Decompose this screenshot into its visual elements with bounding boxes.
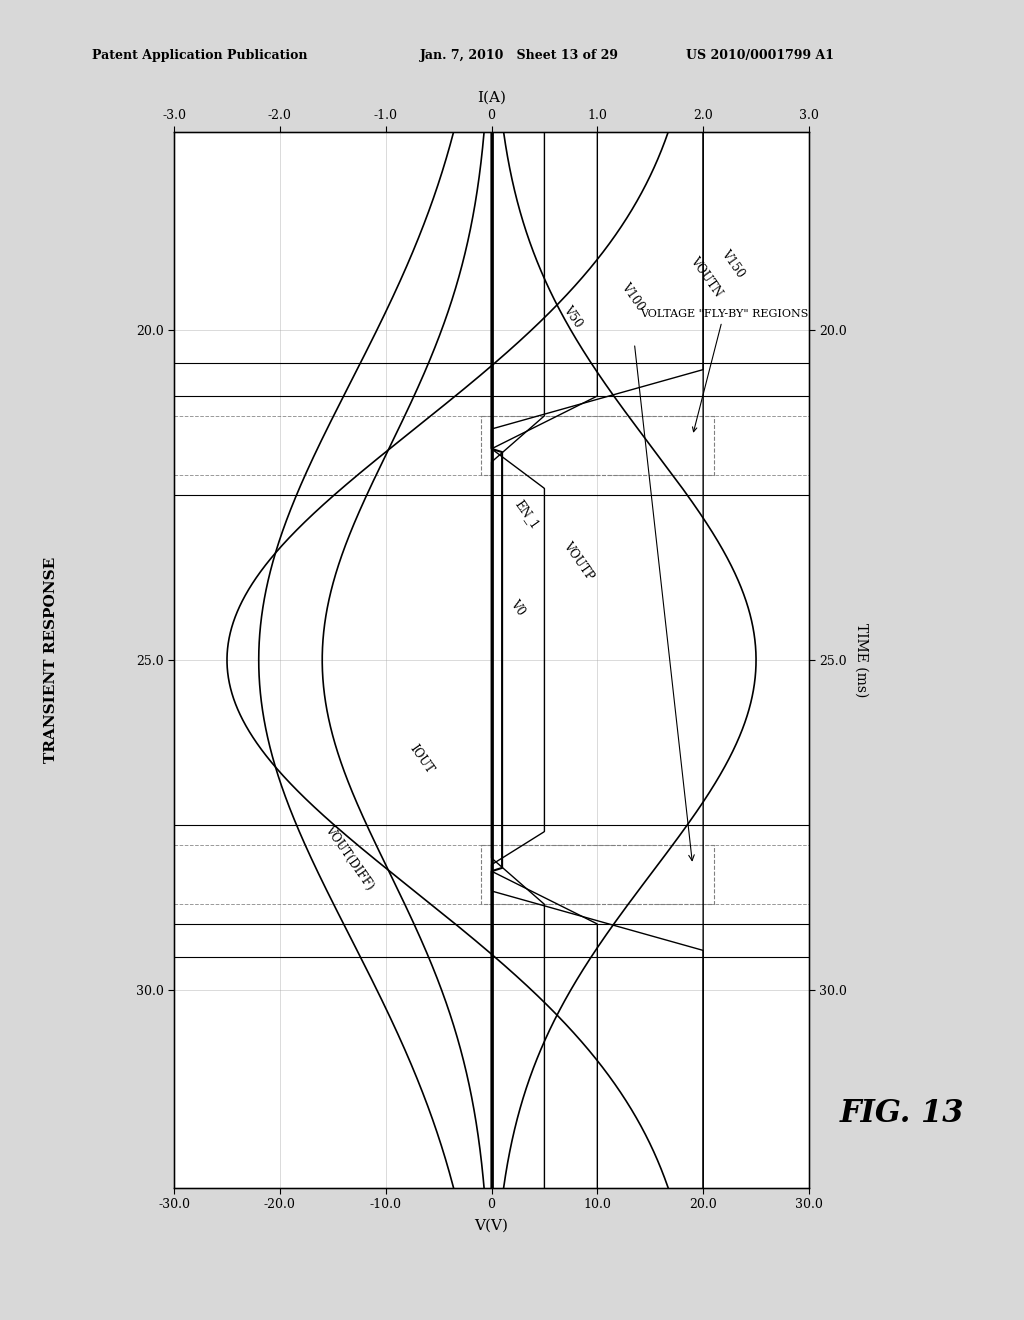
Text: V100: V100 — [618, 281, 647, 313]
Text: V0: V0 — [508, 597, 527, 618]
Text: FIG. 13: FIG. 13 — [840, 1098, 965, 1129]
Text: Patent Application Publication: Patent Application Publication — [92, 49, 307, 62]
Text: VOLTAGE "FLY-BY" REGIONS: VOLTAGE "FLY-BY" REGIONS — [640, 309, 808, 432]
Text: V150: V150 — [719, 248, 748, 280]
Text: TRANSIENT RESPONSE: TRANSIENT RESPONSE — [44, 557, 58, 763]
Text: VOUTP: VOUTP — [560, 540, 596, 582]
Y-axis label: TIME (ms): TIME (ms) — [854, 623, 868, 697]
Text: IOUT: IOUT — [407, 742, 436, 776]
Text: VOUT(DIFF): VOUT(DIFF) — [323, 824, 376, 892]
Text: V50: V50 — [560, 304, 585, 330]
Text: VOUTN: VOUTN — [687, 255, 724, 300]
X-axis label: V(V): V(V) — [474, 1218, 509, 1233]
Text: EN_1: EN_1 — [513, 498, 542, 532]
Text: US 2010/0001799 A1: US 2010/0001799 A1 — [686, 49, 835, 62]
X-axis label: I(A): I(A) — [477, 91, 506, 104]
Text: Jan. 7, 2010   Sheet 13 of 29: Jan. 7, 2010 Sheet 13 of 29 — [420, 49, 618, 62]
